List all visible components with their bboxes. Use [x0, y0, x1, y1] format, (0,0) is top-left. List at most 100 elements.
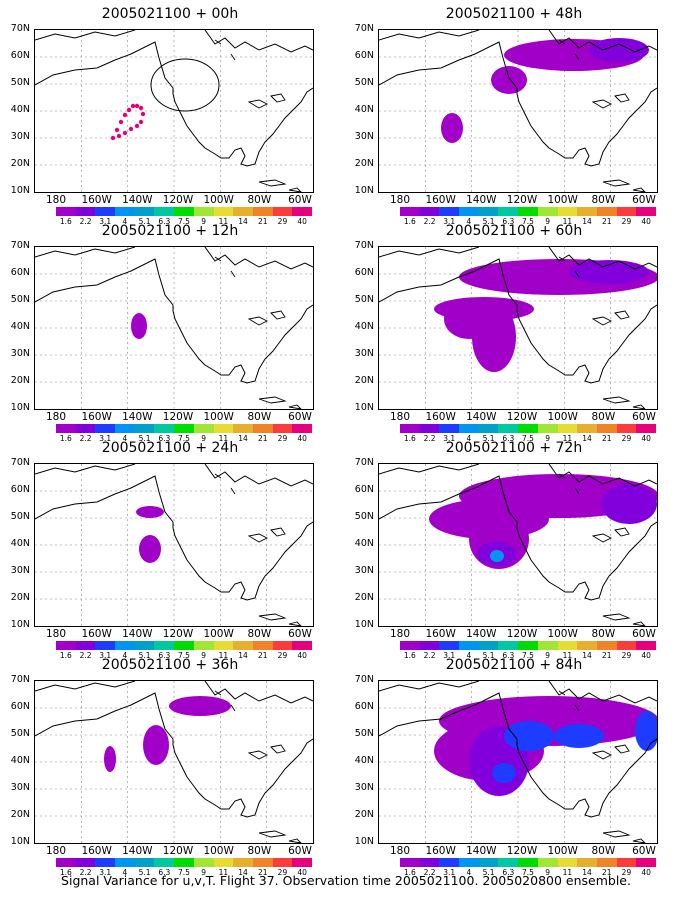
colorbar-label: 2.2 [423, 434, 436, 443]
colorbar-swatch [213, 641, 234, 650]
colorbar-label: 9 [201, 434, 207, 443]
lon-tick-label: 180 [45, 845, 67, 857]
colorbar-swatch [419, 424, 440, 433]
lake-outline [591, 310, 630, 326]
lon-tick-label: 140W [466, 845, 497, 857]
colorbar-label: 21 [257, 651, 268, 660]
lat-tick-label: 10N [10, 402, 30, 413]
lat-tick-label: 70N [354, 23, 374, 34]
colorbar-swatch [596, 858, 617, 867]
variance-region [104, 746, 116, 772]
colorbar [400, 424, 656, 433]
lon-tick-label: 60W [288, 628, 312, 640]
panel-12h: 2005021100 + 12h 70N 60N 50N 40N 30N 20N 10N 18… [0, 223, 340, 443]
colorbar-label: 1.6 [403, 868, 416, 877]
colorbar-label: 1.6 [59, 868, 72, 877]
lat-tick-label: 60N [10, 267, 30, 278]
lat-tick-label: 50N [354, 728, 374, 739]
lat-tick-label: 20N [354, 809, 374, 820]
colorbar-swatch [134, 858, 155, 867]
figure-caption: Signal Variance for u,v,T. Flight 37. Ob… [61, 873, 631, 888]
lon-tick-label: 100W [203, 411, 234, 423]
colorbar-label: 7.5 [522, 868, 534, 877]
colorbar-swatch [134, 207, 155, 216]
colorbar-swatch [636, 424, 656, 433]
colorbar-label: 5.1 [138, 217, 151, 226]
lake-outline [247, 527, 286, 543]
lake-outline [591, 527, 630, 543]
colorbar-swatch [616, 424, 637, 433]
colorbar-label: 7.5 [522, 651, 534, 660]
island-outline [214, 256, 302, 409]
lake-outline [247, 310, 286, 326]
variance-region [601, 484, 657, 524]
island-outline [214, 39, 302, 192]
colorbar-label: 4 [122, 868, 128, 877]
colorbar-swatch [115, 858, 135, 867]
colorbar-swatch [193, 858, 214, 867]
lat-tick-label: 60N [10, 484, 30, 495]
colorbar-label: 40 [641, 651, 651, 660]
lat-tick-label: 40N [10, 321, 30, 332]
lat-tick-label: 20N [354, 375, 374, 386]
flight-track-point [114, 127, 120, 133]
coastline [379, 681, 657, 704]
lat-tick-label: 70N [354, 674, 374, 685]
colorbar-swatch [459, 858, 479, 867]
lon-tick-label: 120W [162, 411, 194, 423]
colorbar-label: 7.5 [178, 651, 190, 660]
lon-tick-label: 80W [247, 411, 272, 423]
lon-tick-label: 100W [203, 194, 234, 206]
colorbar-label: 4 [466, 434, 472, 443]
colorbar-label: 40 [297, 434, 307, 443]
colorbar-swatch [56, 424, 76, 433]
colorbar [56, 424, 312, 433]
colorbar-label: 11 [218, 868, 229, 877]
lat-tick-label: 40N [10, 755, 30, 766]
flight-track-point [122, 130, 128, 136]
panel-title: 2005021100 + 60h [445, 223, 583, 239]
lat-tick-label: 40N [354, 755, 374, 766]
colorbar-label: 3.1 [443, 217, 456, 226]
colorbar-label: 6.3 [158, 868, 171, 877]
colorbar-swatch [439, 858, 460, 867]
lon-tick-label: 120W [506, 194, 538, 206]
lon-tick-label: 80W [591, 845, 616, 857]
colorbar-swatch [75, 641, 96, 650]
colorbar-swatch [233, 858, 253, 867]
lat-tick-label: 20N [354, 592, 374, 603]
colorbar-swatch [193, 641, 214, 650]
colorbar-label: 4 [466, 868, 472, 877]
colorbar-label: 9 [201, 868, 207, 877]
lon-tick-label: 180 [45, 628, 67, 640]
colorbar-label: 40 [641, 434, 651, 443]
variance-region [131, 313, 147, 339]
coastline [379, 41, 657, 167]
colorbar-swatch [636, 641, 656, 650]
colorbar-swatch [459, 641, 479, 650]
lon-tick-label: 140W [466, 411, 497, 423]
lon-tick-label: 140W [122, 194, 153, 206]
coastline [379, 258, 657, 384]
colorbar-label: 4 [466, 217, 472, 226]
flight-track-point [134, 103, 140, 109]
colorbar-swatch [439, 641, 460, 650]
lon-tick-label: 60W [288, 411, 312, 423]
colorbar-swatch [174, 641, 194, 650]
lat-tick-label: 10N [10, 619, 30, 630]
colorbar [400, 207, 656, 216]
lon-tick-label: 160W [425, 845, 456, 857]
lat-tick-label: 30N [354, 348, 374, 359]
colorbar-swatch [233, 424, 253, 433]
lat-tick-label: 40N [354, 321, 374, 332]
colorbar-label: 40 [297, 217, 307, 226]
colorbar-label: 40 [641, 217, 651, 226]
colorbar-swatch [400, 641, 420, 650]
lat-tick-label: 10N [354, 402, 374, 413]
flight-track-point [122, 112, 128, 118]
colorbar [400, 858, 656, 867]
variance-region [169, 696, 231, 716]
colorbar-swatch [577, 641, 597, 650]
colorbar-swatch [577, 424, 597, 433]
colorbar-label: 21 [257, 434, 268, 443]
